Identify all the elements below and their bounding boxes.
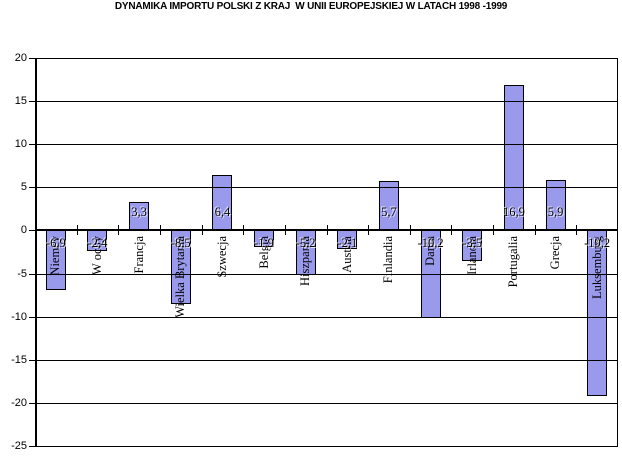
category-label: Szwecja <box>214 236 229 279</box>
y-tick-label: 5 <box>20 181 27 194</box>
bar-value-label: -1,9 <box>254 236 274 251</box>
category-axis-tick <box>451 225 453 236</box>
bar-value-label: -2,4 <box>87 236 108 251</box>
category-axis-tick <box>118 225 120 236</box>
y-axis-tick <box>29 402 35 404</box>
y-tick-label: -10 <box>11 310 27 323</box>
category-label: Grecja <box>548 236 563 270</box>
bar-value-label: -8,5 <box>170 236 191 251</box>
bar-value-label: 3,3 <box>131 205 147 220</box>
category-axis-tick <box>576 225 578 236</box>
y-axis-tick <box>29 446 35 447</box>
category-axis-tick <box>159 225 161 236</box>
bar-value-label: -5,2 <box>295 236 316 251</box>
y-axis-tick <box>29 359 35 361</box>
bar-value-label: -19,2 <box>584 236 611 251</box>
category-axis-tick <box>243 225 245 236</box>
bar-value-label: 5,7 <box>381 205 397 220</box>
category-axis-tick <box>493 225 495 236</box>
y-axis-tick <box>29 316 35 318</box>
y-tick-label: 20 <box>14 52 27 64</box>
category-axis-tick <box>326 225 328 236</box>
plot-right-border <box>617 58 618 446</box>
gridline <box>35 402 618 404</box>
category-label: Francja <box>131 236 146 274</box>
gridline <box>35 101 618 103</box>
category-axis-tick <box>534 225 536 236</box>
category-label: Portugalia <box>506 236 521 288</box>
y-tick-label: -15 <box>11 353 27 366</box>
y-tick-label: -25 <box>11 440 27 452</box>
gridline <box>35 359 618 361</box>
chart-title: DYNAMIKA IMPORTU POLSKI Z KRAJ W UNII EU… <box>114 1 508 12</box>
y-tick-label: 15 <box>14 95 27 108</box>
plot-area: Niemcy W ochy Francja Wielka Brytania Szwecj… <box>11 52 618 452</box>
value-axis-line <box>35 58 37 446</box>
y-axis-tick <box>29 144 35 146</box>
gridline <box>35 446 618 447</box>
y-axis-tick <box>29 187 35 189</box>
y-axis-tick <box>29 58 35 59</box>
y-axis-tick <box>29 273 35 275</box>
y-axis-tick <box>29 101 35 103</box>
gridline <box>35 273 618 275</box>
category-label: Finlandia <box>381 236 396 284</box>
gridline <box>35 316 618 318</box>
gridline <box>35 144 618 146</box>
bar-value-label: -6,9 <box>45 236 66 251</box>
bar-value-label: -2,1 <box>337 236 358 251</box>
category-axis-tick <box>409 225 411 236</box>
gridline <box>35 58 618 59</box>
bar <box>212 175 233 231</box>
bar-value-label: 16,9 <box>502 205 525 220</box>
bar-value-label: 6,4 <box>214 205 231 220</box>
y-tick-label: 0 <box>20 224 27 237</box>
category-axis-tick <box>201 225 203 236</box>
category-axis-tick <box>284 225 286 236</box>
y-axis-tick <box>29 230 35 232</box>
category-axis-tick <box>368 225 370 236</box>
bar-value-label: -10,2 <box>417 236 444 251</box>
bar-value-label: 5,9 <box>547 205 564 220</box>
y-tick-label: -20 <box>11 396 27 409</box>
gridline <box>35 187 618 189</box>
bar-value-label: -3,5 <box>462 236 483 251</box>
y-tick-label: 10 <box>14 138 27 151</box>
y-tick-label: -5 <box>17 267 27 280</box>
category-axis-tick <box>76 225 78 236</box>
